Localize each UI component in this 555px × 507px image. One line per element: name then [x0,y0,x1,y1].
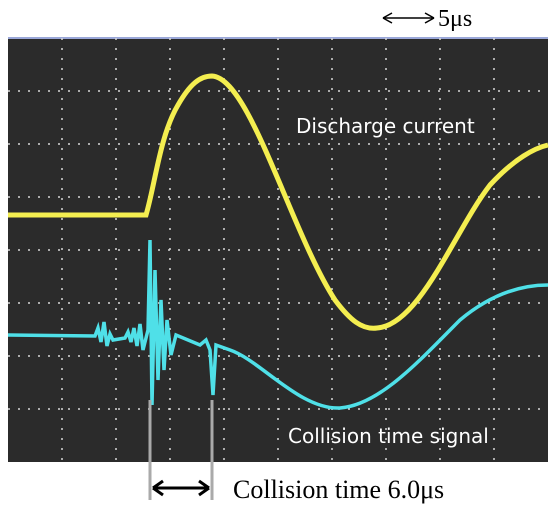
collision-label: Collision time signal [288,424,489,448]
scale-arrow-heads [382,12,435,24]
grid [8,38,548,462]
annotation: Collision time 6.0μs [233,475,444,504]
scale-label: 5μs [438,6,472,32]
discharge-label: Discharge current [296,114,475,138]
discharge-trace [8,73,549,331]
interval-arrow-heads [152,479,210,497]
collision-trace [7,239,549,410]
